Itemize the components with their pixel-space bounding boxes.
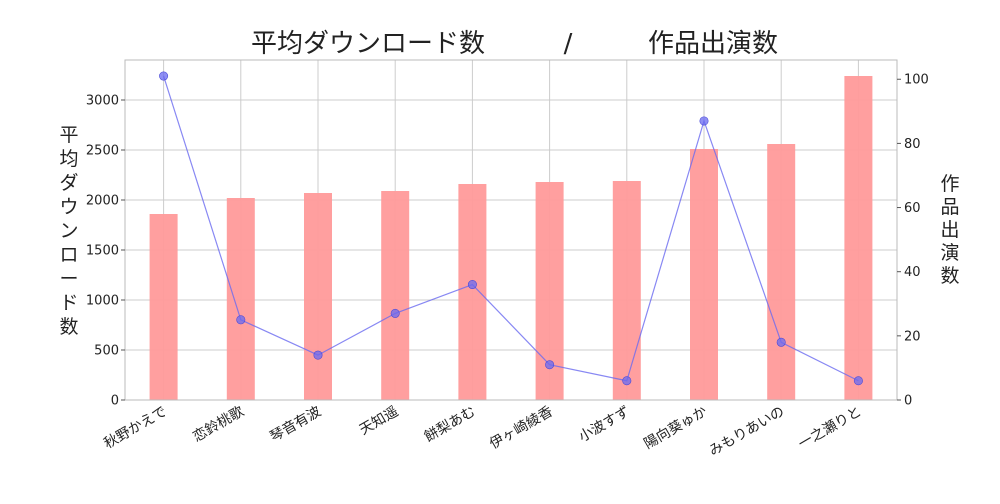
x-tick-label: みもりあいの bbox=[706, 404, 787, 460]
y-left-axis-label-char: 均 bbox=[59, 148, 78, 170]
y-right-axis-label: 作品出演数 bbox=[940, 173, 959, 287]
bar bbox=[767, 144, 796, 400]
x-tick-label: 伊ヶ崎綾香 bbox=[487, 404, 556, 453]
chart-title-left: 平均ダウンロード数 bbox=[251, 29, 485, 59]
y-left-tick-label: 2500 bbox=[86, 144, 119, 159]
y-right-tick-label: 60 bbox=[904, 201, 921, 216]
y-left-tick-label: 0 bbox=[111, 394, 119, 409]
bar bbox=[149, 214, 178, 400]
chart-title-right: 作品出演数 bbox=[648, 29, 778, 59]
y-left-axis-label: 平均ダウンロード数 bbox=[59, 124, 78, 338]
y-left-axis-label-char: ン bbox=[59, 220, 78, 242]
y-left-axis-label-char: ロ bbox=[59, 244, 78, 266]
line-point bbox=[236, 315, 246, 325]
line-point bbox=[853, 376, 863, 386]
line-point bbox=[545, 360, 555, 370]
line-point bbox=[622, 376, 632, 386]
line-series bbox=[159, 71, 863, 386]
y-right-axis-label-char: 出 bbox=[940, 219, 959, 241]
line-point bbox=[390, 308, 400, 318]
bar bbox=[690, 149, 718, 400]
bar bbox=[612, 181, 641, 400]
line-point bbox=[699, 116, 709, 126]
y-left-axis-label-char: 平 bbox=[59, 124, 78, 146]
bar bbox=[304, 193, 332, 400]
y-left-axis-label-char: ウ bbox=[59, 196, 78, 218]
x-tick-label: 餅梨あむ bbox=[421, 403, 478, 446]
x-tick-label: 秋野かえで bbox=[101, 404, 169, 453]
y-right-tick-label: 40 bbox=[904, 265, 921, 280]
x-tick-label: 一之瀬りと bbox=[796, 404, 865, 453]
y-right-axis-label-char: 作 bbox=[940, 173, 959, 195]
x-tick-label: 琴音有波 bbox=[267, 403, 324, 446]
y-right-tick-label: 100 bbox=[904, 73, 929, 88]
y-right-tick-label: 80 bbox=[904, 137, 921, 152]
x-tick-label: 陽向葵ゅか bbox=[641, 404, 710, 453]
bar bbox=[226, 198, 255, 400]
axes bbox=[121, 59, 901, 401]
series-line bbox=[163, 75, 859, 382]
y-left-tick-label: 3000 bbox=[86, 94, 119, 109]
bar-series bbox=[149, 76, 873, 400]
y-left-axis-label-char: ダ bbox=[59, 172, 78, 194]
x-tick-label: 小波すず bbox=[576, 404, 632, 446]
axis-labels: 0 500 1000 1500 2000 2500 3000 0 20 40 60 80 100 秋野かえ… bbox=[59, 73, 959, 460]
y-left-axis-label-char: ド bbox=[59, 292, 78, 314]
y-right-tick-label: 0 bbox=[904, 394, 912, 409]
line-point bbox=[776, 337, 786, 347]
chart-title-separator: / bbox=[564, 29, 573, 59]
chart-title: 平均ダウンロード数 / 作品出演数 bbox=[251, 29, 778, 59]
line-point bbox=[467, 280, 477, 290]
y-left-axis-label-char: ー bbox=[59, 268, 78, 290]
bar bbox=[844, 76, 873, 400]
y-left-tick-label: 1000 bbox=[86, 294, 119, 309]
y-right-tick-label: 20 bbox=[904, 329, 921, 344]
bar bbox=[458, 184, 487, 400]
line-point bbox=[159, 71, 169, 81]
y-right-axis-label-char: 演 bbox=[940, 242, 959, 264]
plot-frame bbox=[124, 59, 898, 401]
x-tick-label: 天知遥 bbox=[356, 403, 401, 439]
y-left-tick-label: 2000 bbox=[86, 194, 119, 209]
y-left-axis-label-char: 数 bbox=[59, 316, 78, 338]
y-right-axis-label-char: 品 bbox=[940, 196, 959, 218]
y-left-tick-label: 1500 bbox=[86, 244, 119, 259]
y-left-tick-label: 500 bbox=[94, 344, 119, 359]
line-point bbox=[313, 350, 323, 360]
bar bbox=[381, 191, 410, 400]
y-right-axis-label-char: 数 bbox=[940, 265, 959, 287]
x-tick-label: 恋鈴桃歌 bbox=[190, 403, 247, 446]
